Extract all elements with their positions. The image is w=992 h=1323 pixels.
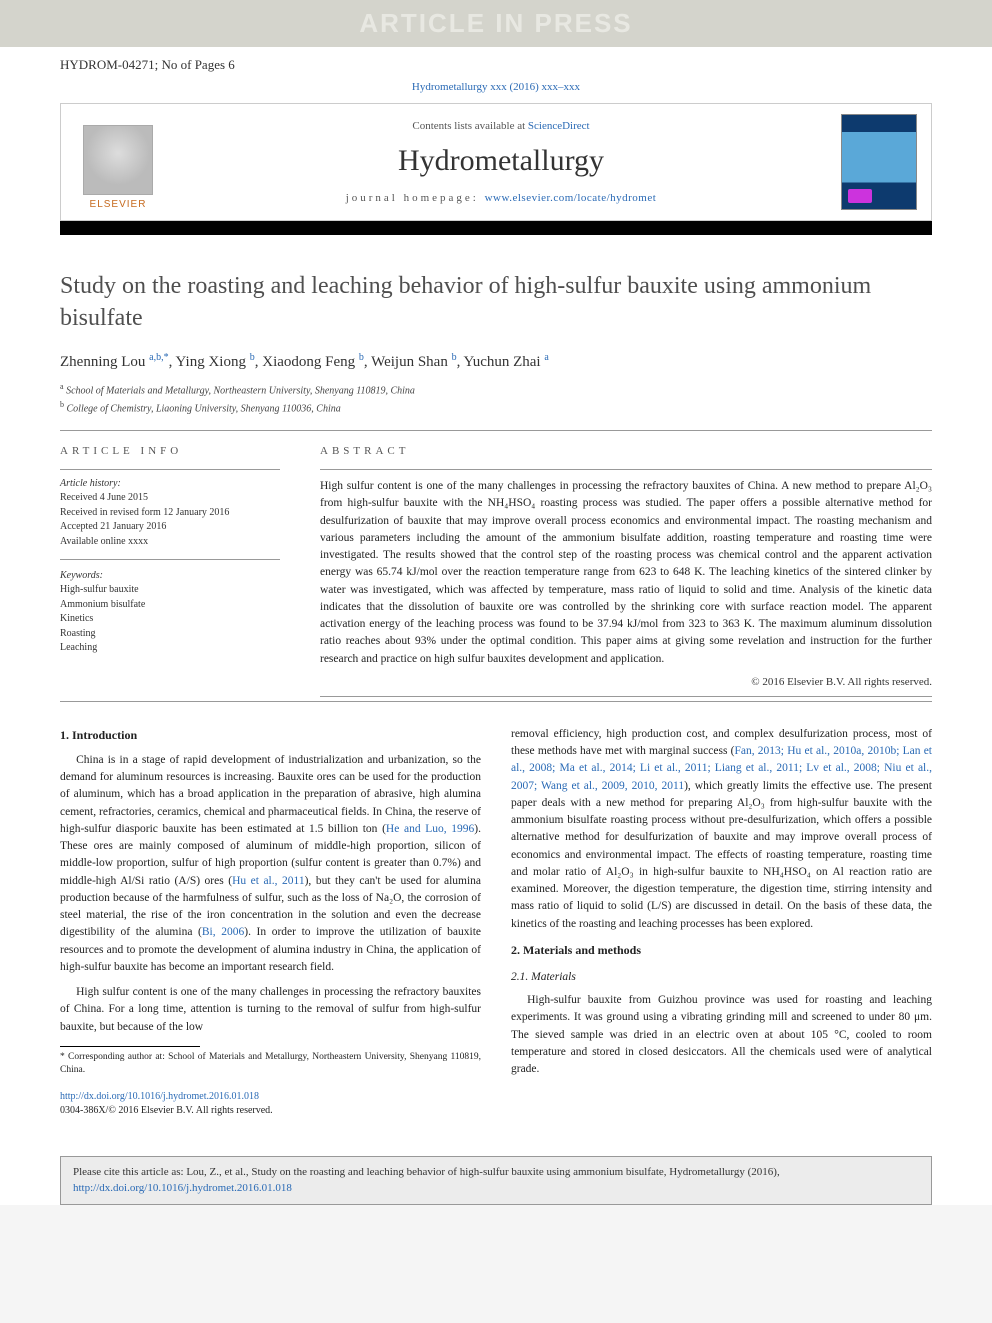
history-item: Received 4 June 2015 — [60, 491, 280, 506]
history-item: Accepted 21 January 2016 — [60, 520, 280, 535]
article-page: ARTICLE IN PRESS HYDROM-04271; No of Pag… — [0, 0, 992, 1205]
intro-paragraph-1: China is in a stage of rapid development… — [60, 752, 481, 976]
divider — [60, 559, 280, 560]
cite-prefix: Please cite this article as: Lou, Z., et… — [73, 1166, 780, 1178]
materials-paragraph: High-sulfur bauxite from Guizhou provinc… — [511, 992, 932, 1078]
info-abstract-row: ARTICLE INFO Article history: Received 4… — [60, 445, 932, 697]
contents-line: Contents lists available at ScienceDirec… — [161, 120, 841, 132]
please-cite-box: Please cite this article as: Lou, Z., et… — [60, 1156, 932, 1205]
citation-link[interactable]: He and Luo, 1996 — [386, 823, 474, 835]
affil-mark: b — [60, 400, 64, 409]
footnote-rule — [60, 1046, 200, 1047]
doi-block: http://dx.doi.org/10.1016/j.hydromet.201… — [60, 1090, 481, 1118]
abstract-text: High sulfur content is one of the many c… — [320, 478, 932, 668]
issn-line: 0304-386X/© 2016 Elsevier B.V. All right… — [60, 1105, 273, 1116]
author-list: Zhenning Lou a,b,*, Ying Xiong b, Xiaodo… — [60, 352, 932, 371]
journal-header-box: ELSEVIER Contents lists available at Sci… — [60, 103, 932, 221]
homepage-line: journal homepage: www.elsevier.com/locat… — [161, 192, 841, 204]
citation-link[interactable]: Hu et al., 2011 — [232, 875, 305, 887]
elsevier-logo: ELSEVIER — [75, 114, 161, 210]
article-content: Study on the roasting and leaching behav… — [0, 235, 992, 1138]
sciencedirect-link[interactable]: ScienceDirect — [528, 120, 590, 132]
header-citation-link[interactable]: Hydrometallurgy xxx (2016) xxx–xxx — [412, 81, 580, 93]
methods-heading: 2. Materials and methods — [511, 941, 932, 959]
journal-name: Hydrometallurgy — [161, 144, 841, 178]
corresponding-footnote: * Corresponding author at: School of Mat… — [60, 1051, 481, 1077]
homepage-prefix: journal homepage: — [346, 192, 485, 204]
intro-heading: 1. Introduction — [60, 726, 481, 744]
divider — [60, 430, 932, 431]
divider — [60, 469, 280, 470]
article-info-label: ARTICLE INFO — [60, 445, 280, 457]
publisher-name: ELSEVIER — [90, 199, 147, 210]
affil-text: College of Chemistry, Liaoning Universit… — [67, 403, 341, 414]
contents-prefix: Contents lists available at — [412, 120, 527, 132]
cite-doi-link[interactable]: http://dx.doi.org/10.1016/j.hydromet.201… — [73, 1182, 292, 1194]
doi-link[interactable]: http://dx.doi.org/10.1016/j.hydromet.201… — [60, 1091, 259, 1102]
affiliation-b: b College of Chemistry, Liaoning Univers… — [60, 399, 932, 416]
materials-subheading: 2.1. Materials — [511, 969, 932, 986]
keywords-label: Keywords: — [60, 570, 280, 581]
abstract-column: ABSTRACT High sulfur content is one of t… — [320, 445, 932, 697]
abstract-copyright: © 2016 Elsevier B.V. All rights reserved… — [320, 676, 932, 688]
journal-cover-thumbnail — [841, 114, 917, 210]
header-citation: Hydrometallurgy xxx (2016) xxx–xxx — [0, 77, 992, 103]
homepage-link[interactable]: www.elsevier.com/locate/hydromet — [485, 192, 657, 204]
affil-text: School of Materials and Metallurgy, Nort… — [66, 386, 415, 397]
keyword: Ammonium bisulfate — [60, 598, 280, 613]
keyword: Kinetics — [60, 612, 280, 627]
keyword: Leaching — [60, 641, 280, 656]
keyword: Roasting — [60, 627, 280, 642]
header-center: Contents lists available at ScienceDirec… — [161, 120, 841, 204]
intro-paragraph-2: High sulfur content is one of the many c… — [60, 984, 481, 1036]
divider — [320, 469, 932, 470]
in-press-watermark: ARTICLE IN PRESS — [0, 0, 992, 47]
affiliations: a School of Materials and Metallurgy, No… — [60, 381, 932, 416]
header-rule — [60, 221, 932, 235]
citation-link[interactable]: Bi, 2006 — [202, 926, 244, 938]
keyword: High-sulfur bauxite — [60, 583, 280, 598]
divider — [60, 701, 932, 702]
divider — [320, 696, 932, 697]
history-item: Available online xxxx — [60, 535, 280, 550]
footnote-block: * Corresponding author at: School of Mat… — [60, 1046, 481, 1119]
elsevier-tree-icon — [83, 125, 153, 195]
affiliation-a: a School of Materials and Metallurgy, No… — [60, 381, 932, 398]
affil-mark: a — [60, 382, 64, 391]
article-id: HYDROM-04271; No of Pages 6 — [0, 47, 992, 77]
article-info-column: ARTICLE INFO Article history: Received 4… — [60, 445, 280, 697]
history-label: Article history: — [60, 478, 280, 489]
history-item: Received in revised form 12 January 2016 — [60, 506, 280, 521]
col2-paragraph-1: removal efficiency, high production cost… — [511, 726, 932, 933]
abstract-label: ABSTRACT — [320, 445, 932, 457]
body-columns: 1. Introduction China is in a stage of r… — [60, 726, 932, 1119]
article-title: Study on the roasting and leaching behav… — [60, 271, 932, 334]
